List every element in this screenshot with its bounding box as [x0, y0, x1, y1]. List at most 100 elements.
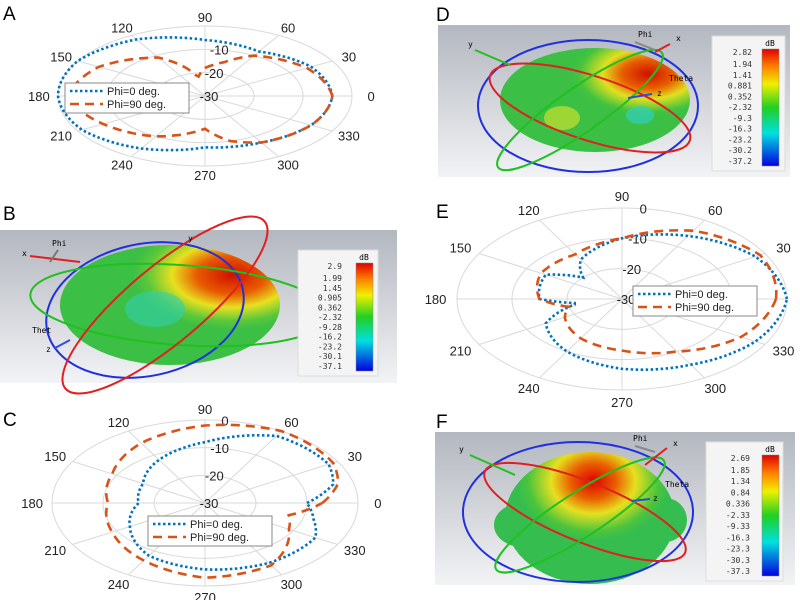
legend-entry: Phi=0 deg. — [107, 86, 160, 98]
x-axis-arrow — [654, 43, 671, 53]
axis-label-theta: Theta — [665, 480, 689, 489]
theta-tick-label: 210 — [50, 129, 72, 144]
legend-entry: Phi=90 deg. — [107, 99, 166, 111]
colorbar-tick-label: 1.34 — [731, 477, 750, 486]
colorbar-tick-label: -30.1 — [318, 352, 342, 361]
legend-entry: Phi=90 deg. — [675, 302, 734, 314]
legend: Phi=0 deg.Phi=90 deg. — [64, 82, 190, 114]
theta-tick-label: 330 — [344, 543, 366, 558]
legend-box — [632, 285, 758, 317]
axis-label-z: z — [46, 345, 51, 354]
grid-spoke — [72, 461, 206, 504]
series-line-phi-0 — [128, 433, 335, 571]
axis-label-theta: Theta — [669, 74, 693, 83]
colorbar-tick-label: 0.905 — [318, 294, 342, 303]
colorbar-tick-label: -16.3 — [728, 125, 752, 134]
theta-tick-label: 90 — [198, 10, 212, 25]
x-axis-arrow — [644, 447, 668, 466]
theta-tick-label: 60 — [284, 415, 298, 430]
colorbar-tick-label: -2.32 — [728, 103, 752, 112]
theta-tick-label: 240 — [111, 158, 133, 173]
axis-label-phi: Phi — [52, 239, 67, 248]
grid-spoke — [204, 34, 279, 97]
theta-tick-label: 120 — [108, 415, 130, 430]
grid-spoke — [478, 253, 623, 300]
theta-tick-label: 150 — [450, 241, 472, 256]
theta-tick-label: 30 — [347, 449, 361, 464]
colorbar-tick-label: -9.3 — [733, 114, 752, 123]
colorbar-tick-label: 0.336 — [726, 500, 750, 509]
theta-tick-label: 150 — [44, 449, 66, 464]
theta-tick-label: 300 — [277, 158, 299, 173]
axis-label-z: z — [653, 494, 658, 503]
theta-tick-label: 180 — [425, 292, 447, 307]
phi-arrow — [634, 445, 656, 453]
theta-tick-label: 0 — [367, 89, 374, 104]
colorbar-unit: dB — [359, 253, 369, 262]
r-tick-label: -30 — [200, 496, 219, 511]
grid-spoke — [131, 34, 206, 97]
colorbar-tick-label: -2.33 — [726, 511, 750, 520]
theta-tick-label: 210 — [44, 543, 66, 558]
theta-tick-label: 180 — [28, 89, 50, 104]
axis-label-phi: Phi — [633, 434, 648, 443]
r-tick-label: -20 — [205, 468, 224, 483]
legend-box — [64, 82, 190, 114]
grid-spoke — [204, 95, 279, 158]
colorbar-unit: dB — [765, 39, 775, 48]
colorbar-tick-label: -9.28 — [318, 323, 342, 332]
panel-label-d: D — [436, 5, 450, 26]
pattern-lobe — [544, 106, 580, 130]
theta-tick-label: 150 — [50, 49, 72, 64]
red-ring — [488, 62, 692, 154]
y-axis-arrow — [469, 454, 516, 476]
grid-spoke — [539, 219, 623, 300]
colorbar-tick-label: 0.84 — [731, 488, 750, 497]
blue-ring — [477, 39, 699, 173]
colorbar-tick-label: -37.1 — [318, 362, 342, 371]
r-tick-label: -20 — [622, 262, 641, 277]
r-tick-label: 0 — [640, 201, 647, 216]
axis-label-phi: Phi — [638, 30, 653, 39]
theta-tick-label: 120 — [111, 20, 133, 35]
theta-tick-label: 270 — [194, 590, 216, 600]
green-ring — [494, 456, 666, 574]
y-axis-arrow — [474, 49, 511, 66]
panel-label-e: E — [436, 202, 449, 223]
z-axis-arrow — [54, 339, 71, 349]
colorbar-tick-label: -16.2 — [318, 333, 342, 342]
theta-tick-label: 0 — [374, 496, 381, 511]
colorbar-tick-label: 1.45 — [323, 284, 342, 293]
theta-tick-label: 300 — [704, 381, 726, 396]
theta-tick-label: 240 — [108, 577, 130, 592]
r-tick-label: -10 — [210, 43, 229, 58]
theta-tick-label: 270 — [194, 168, 216, 183]
r-tick-label: -30 — [200, 89, 219, 104]
theta-tick-label: 180 — [21, 496, 43, 511]
colorbar-tick-label: -2.32 — [318, 313, 342, 322]
grid-spoke — [478, 298, 623, 345]
pattern-3d-d: y Phi x Theta z dB 2.82 1.94 1.41 0.8810.352… — [438, 25, 790, 177]
colorbar-tick-label: 1.85 — [731, 466, 750, 475]
theta-tick-label: 270 — [611, 395, 633, 410]
colorbar-tick-label: -37.2 — [728, 157, 752, 166]
legend-entry: Phi=0 deg. — [190, 519, 243, 531]
theta-tick-label: 60 — [708, 203, 722, 218]
polar-plot-c: 0 30 60 90 120 150 180 210 240 270 300 330 0 -10 -20 -3… — [21, 402, 381, 600]
r-tick-label: -10 — [210, 441, 229, 456]
grid-spoke — [204, 461, 338, 504]
colorbar-tick-label: 2.69 — [731, 454, 750, 463]
axis-label-x: x — [673, 439, 678, 448]
colorbar-tick-label: 0.881 — [728, 82, 752, 91]
z-axis-arrow — [627, 93, 653, 99]
colorbar-tick-label: 0.362 — [318, 303, 342, 312]
colorbar-unit: dB — [765, 445, 775, 454]
colorbar-gradient — [355, 262, 374, 372]
theta-tick-label: 330 — [773, 343, 795, 358]
colorbar-tick-label: -30.2 — [728, 146, 752, 155]
red-ring — [61, 215, 269, 395]
theta-tick-label: 210 — [450, 343, 472, 358]
